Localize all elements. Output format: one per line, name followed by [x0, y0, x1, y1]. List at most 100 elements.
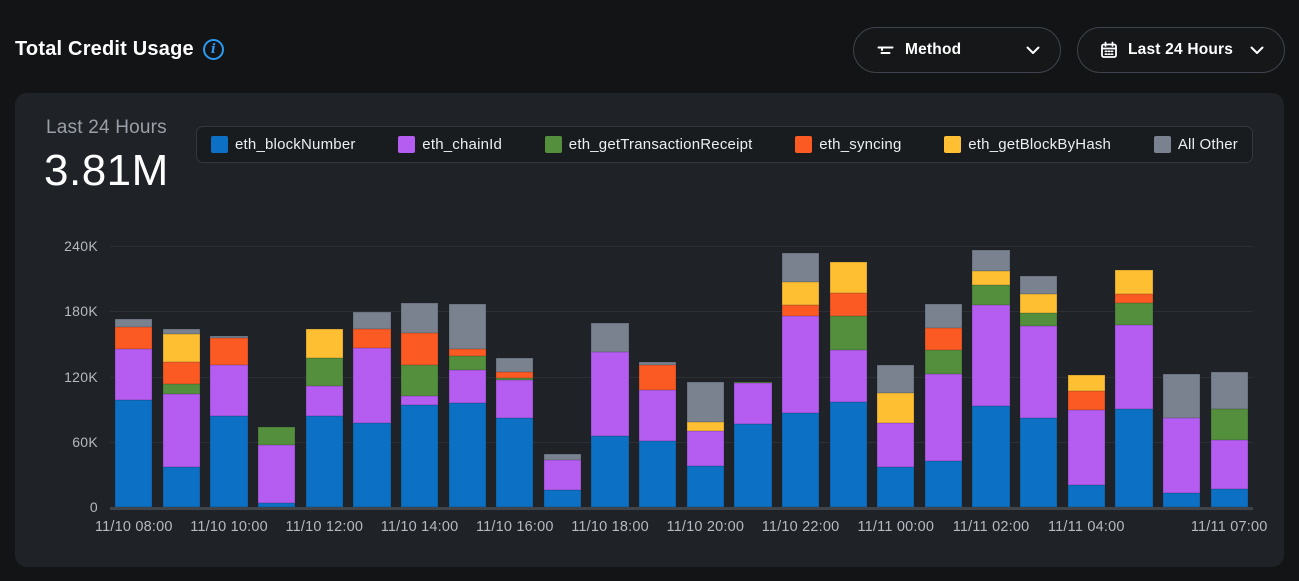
bar-segment-eth_chainId[interactable]: [305, 386, 343, 416]
bar-segment-eth_chainId[interactable]: [686, 430, 724, 466]
bar-segment-eth_blockNumber[interactable]: [781, 413, 820, 507]
bar-segment-eth_blockNumber[interactable]: [1210, 488, 1248, 507]
legend-item-eth_syncing[interactable]: eth_syncing: [795, 136, 901, 153]
bar-segment-eth_chainId[interactable]: [591, 351, 629, 437]
legend-item-All Other[interactable]: All Other: [1153, 136, 1238, 153]
bar-segment-eth_syncing[interactable]: [400, 333, 439, 365]
bar-segment-eth_getTransactionReceipt[interactable]: [448, 355, 486, 370]
bar-segment-eth_blockNumber[interactable]: [258, 502, 296, 507]
bar-11/10 23:00[interactable]: [829, 262, 867, 507]
bar-segment-All Other[interactable]: [1162, 374, 1201, 418]
bar-segment-eth_blockNumber[interactable]: [305, 415, 343, 507]
bar-segment-eth_getTransactionReceipt[interactable]: [162, 384, 200, 394]
bar-segment-eth_chainId[interactable]: [877, 423, 915, 467]
bar-segment-eth_blockNumber[interactable]: [1020, 417, 1058, 507]
bar-11/11 07:00[interactable]: [1210, 372, 1248, 507]
bar-segment-eth_getBlockByHash[interactable]: [162, 334, 200, 363]
bar-segment-eth_chainId[interactable]: [543, 460, 581, 490]
bar-11/10 22:00[interactable]: [781, 252, 820, 507]
legend-item-eth_getTransactionReceipt[interactable]: eth_getTransactionReceipt: [544, 136, 753, 153]
bar-segment-eth_blockNumber[interactable]: [448, 402, 486, 507]
bar-segment-eth_blockNumber[interactable]: [639, 440, 677, 507]
bar-segment-eth_getTransactionReceipt[interactable]: [972, 285, 1010, 305]
bar-11/11 01:00[interactable]: [924, 303, 962, 507]
bar-11/11 00:00[interactable]: [877, 364, 915, 507]
bar-segment-eth_chainId[interactable]: [1020, 326, 1058, 418]
bar-segment-eth_chainId[interactable]: [639, 389, 677, 441]
bar-segment-eth_getTransactionReceipt[interactable]: [496, 377, 534, 380]
bar-segment-All Other[interactable]: [972, 250, 1010, 272]
bar-segment-eth_chainId[interactable]: [924, 374, 962, 462]
bar-segment-eth_syncing[interactable]: [829, 292, 867, 316]
bar-segment-eth_chainId[interactable]: [1115, 325, 1153, 410]
bar-segment-eth_getTransactionReceipt[interactable]: [305, 358, 343, 387]
bar-segment-All Other[interactable]: [924, 303, 962, 328]
bar-segment-All Other[interactable]: [781, 252, 820, 282]
bar-segment-eth_chainId[interactable]: [496, 379, 534, 418]
bar-11/10 15:00[interactable]: [448, 303, 486, 507]
bar-segment-eth_blockNumber[interactable]: [924, 461, 962, 507]
bar-segment-eth_getTransactionReceipt[interactable]: [1115, 302, 1153, 326]
bar-segment-eth_blockNumber[interactable]: [400, 404, 439, 507]
bar-segment-eth_chainId[interactable]: [115, 349, 153, 401]
bar-11/10 18:00[interactable]: [591, 323, 629, 507]
bar-segment-eth_chainId[interactable]: [781, 315, 820, 414]
bar-segment-eth_chainId[interactable]: [734, 383, 772, 425]
bar-segment-All Other[interactable]: [1210, 372, 1248, 410]
bar-segment-eth_getTransactionReceipt[interactable]: [734, 381, 772, 384]
bar-segment-eth_getTransactionReceipt[interactable]: [400, 364, 439, 397]
bar-segment-eth_getTransactionReceipt[interactable]: [924, 350, 962, 375]
bar-segment-eth_chainId[interactable]: [353, 348, 391, 424]
bar-segment-eth_getTransactionReceipt[interactable]: [1210, 409, 1248, 440]
bar-segment-eth_chainId[interactable]: [258, 445, 296, 503]
time-range-dropdown[interactable]: Last 24 Hours: [1077, 27, 1285, 73]
bar-segment-eth_syncing[interactable]: [1067, 390, 1105, 411]
bar-segment-eth_blockNumber[interactable]: [972, 405, 1010, 507]
bar-segment-eth_syncing[interactable]: [353, 328, 391, 349]
bar-segment-eth_blockNumber[interactable]: [353, 423, 391, 507]
bar-11/10 20:00[interactable]: [686, 381, 724, 507]
legend-item-eth_chainId[interactable]: eth_chainId: [398, 136, 502, 153]
bar-11/11 02:00[interactable]: [972, 250, 1010, 507]
bar-segment-eth_chainId[interactable]: [448, 370, 486, 403]
bar-segment-eth_blockNumber[interactable]: [1115, 409, 1153, 507]
bar-segment-eth_chainId[interactable]: [1067, 410, 1105, 486]
bar-segment-eth_syncing[interactable]: [1115, 293, 1153, 303]
bar-segment-eth_blockNumber[interactable]: [210, 415, 248, 507]
bar-segment-eth_blockNumber[interactable]: [543, 489, 581, 507]
bar-11/10 10:00[interactable]: [210, 336, 248, 507]
bar-segment-eth_blockNumber[interactable]: [829, 401, 867, 507]
bar-segment-All Other[interactable]: [1020, 276, 1058, 294]
bar-segment-eth_getBlockByHash[interactable]: [877, 392, 915, 424]
bar-11/10 14:00[interactable]: [400, 302, 439, 507]
bar-segment-eth_chainId[interactable]: [1210, 439, 1248, 489]
legend-item-eth_getBlockByHash[interactable]: eth_getBlockByHash: [944, 136, 1111, 153]
bar-segment-eth_syncing[interactable]: [162, 362, 200, 385]
bar-segment-eth_chainId[interactable]: [162, 393, 200, 467]
bar-11/10 12:00[interactable]: [305, 328, 343, 507]
bar-segment-eth_getBlockByHash[interactable]: [1115, 269, 1153, 294]
bar-segment-eth_syncing[interactable]: [115, 326, 153, 350]
bar-segment-eth_getBlockByHash[interactable]: [972, 271, 1010, 286]
bar-segment-eth_blockNumber[interactable]: [115, 400, 153, 507]
bar-11/10 09:00[interactable]: [162, 328, 200, 507]
bar-segment-eth_getBlockByHash[interactable]: [305, 328, 343, 359]
bar-segment-eth_syncing[interactable]: [496, 372, 534, 378]
bar-segment-All Other[interactable]: [353, 312, 391, 329]
bar-segment-All Other[interactable]: [448, 303, 486, 350]
bar-segment-All Other[interactable]: [639, 362, 677, 365]
bar-segment-eth_chainId[interactable]: [829, 350, 867, 402]
bar-11/10 21:00[interactable]: [734, 381, 772, 507]
bar-segment-eth_syncing[interactable]: [448, 349, 486, 356]
bar-segment-eth_getBlockByHash[interactable]: [686, 422, 724, 431]
bar-segment-eth_blockNumber[interactable]: [1162, 492, 1201, 507]
bar-segment-eth_blockNumber[interactable]: [877, 466, 915, 507]
bar-segment-All Other[interactable]: [496, 358, 534, 373]
bar-segment-eth_blockNumber[interactable]: [496, 417, 534, 507]
bar-segment-eth_syncing[interactable]: [924, 327, 962, 351]
bar-segment-eth_syncing[interactable]: [210, 338, 248, 365]
bar-segment-All Other[interactable]: [877, 364, 915, 393]
bar-11/10 16:00[interactable]: [496, 358, 534, 507]
bar-11/11 04:00[interactable]: [1067, 375, 1105, 507]
bar-segment-eth_syncing[interactable]: [781, 304, 820, 316]
